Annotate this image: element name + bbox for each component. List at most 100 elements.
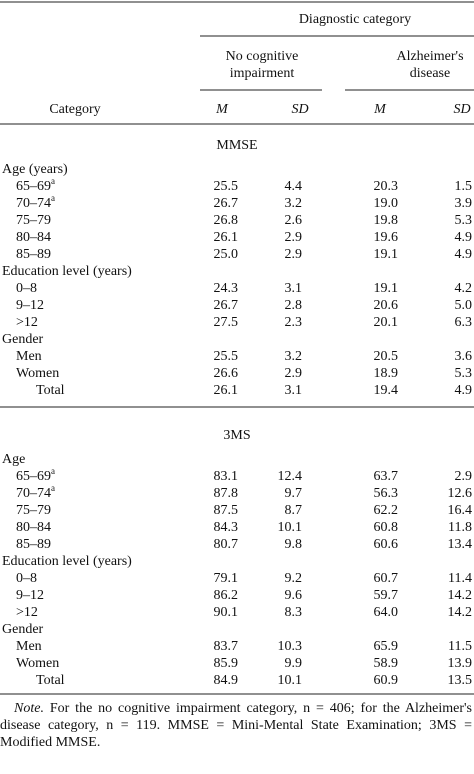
cell: 9.6 [285,588,303,603]
row-label-text: Total [36,383,65,398]
row-label: Total [36,673,65,688]
cell: 26.1 [214,383,239,398]
row-label-text: 80–84 [16,230,51,245]
column-header: SD [291,102,308,117]
stub-header: Category [49,102,100,117]
cell: 2.9 [285,247,303,262]
cell: 64.0 [374,605,399,620]
cell: 20.3 [374,179,399,194]
cell: 25.5 [214,349,239,364]
cell: 13.5 [448,673,473,688]
cell: 10.1 [278,520,303,535]
cell: 83.7 [214,639,239,654]
cell: 9.2 [285,571,303,586]
cell: 90.1 [214,605,239,620]
row-label: 65–69a [16,466,55,484]
cell: 20.1 [374,315,399,330]
cell: 10.3 [278,639,303,654]
cell: 4.9 [455,247,473,262]
cell: 6.3 [455,315,473,330]
row-label: 80–84 [16,230,51,245]
cell: 27.5 [214,315,239,330]
cell: 25.5 [214,179,239,194]
row-label: Men [16,349,42,364]
cell: 13.9 [448,656,473,671]
row-label-text: Total [36,673,65,688]
row-label: 80–84 [16,520,51,535]
cell: 2.9 [285,230,303,245]
row-label: >12 [16,605,38,620]
cell: 58.9 [374,656,399,671]
section-title: MMSE [216,138,257,153]
cell: 85.9 [214,656,239,671]
cell: 9.8 [285,537,303,552]
cell: 83.1 [214,469,239,484]
cell: 5.3 [455,213,473,228]
footnote-mark: a [51,483,55,493]
cell: 4.4 [285,179,303,194]
cell: 14.2 [448,588,473,603]
cell: 2.6 [285,213,303,228]
cell: 1.5 [455,179,473,194]
row-label: 75–79 [16,213,51,228]
note-text: For the no cognitive impairment category… [0,701,472,750]
cell: 11.4 [448,571,472,586]
cell: 19.4 [374,383,399,398]
section-title: 3MS [223,428,250,443]
cell: 12.6 [448,486,473,501]
cell: 3.6 [455,349,473,364]
cell: 26.6 [214,366,239,381]
cell: 19.0 [374,196,399,211]
footnote-mark: a [51,176,55,186]
cell: 60.9 [374,673,399,688]
cell: 4.9 [455,383,473,398]
cell: 60.8 [374,520,399,535]
row-label: Women [16,656,59,671]
cell: 2.8 [285,298,303,313]
group-label: Gender [2,332,44,347]
row-label-text: 0–8 [16,571,37,586]
cell: 4.2 [455,281,473,296]
cell: 18.9 [374,366,399,381]
cell: 56.3 [374,486,399,501]
cell: 19.8 [374,213,399,228]
row-label: Total [36,383,65,398]
row-label-text: Women [16,366,59,381]
group-label: Education level (years) [2,264,132,279]
row-label-text: 9–12 [16,588,44,603]
group-header: disease [410,66,450,81]
cell: 84.3 [214,520,239,535]
cell: 16.4 [448,503,473,518]
cell: 3.1 [285,281,303,296]
row-label: >12 [16,315,38,330]
cell: 20.5 [374,349,399,364]
row-label-text: Women [16,656,59,671]
group-header: Alzheimer's [396,49,463,64]
row-label-text: Men [16,639,42,654]
cell: 79.1 [214,571,239,586]
cell: 5.0 [455,298,473,313]
cell: 62.2 [374,503,399,518]
row-label-text: 9–12 [16,298,44,313]
row-label-text: 80–84 [16,520,51,535]
row-label-text: 70–74 [16,196,51,211]
cell: 19.1 [374,247,399,262]
cell: 8.3 [285,605,303,620]
row-label-text: >12 [16,315,38,330]
row-label: 0–8 [16,281,37,296]
cell: 80.7 [214,537,239,552]
cell: 19.1 [374,281,399,296]
row-label: 9–12 [16,588,44,603]
group-header: impairment [230,66,295,81]
group-label: Age [2,452,25,467]
cell: 87.8 [214,486,239,501]
cell: 11.8 [448,520,472,535]
group-label: Education level (years) [2,554,132,569]
cell: 26.7 [214,196,239,211]
cell: 12.4 [278,469,303,484]
row-label-text: Men [16,349,42,364]
cell: 2.9 [285,366,303,381]
row-label: 85–89 [16,247,51,262]
cell: 4.9 [455,230,473,245]
